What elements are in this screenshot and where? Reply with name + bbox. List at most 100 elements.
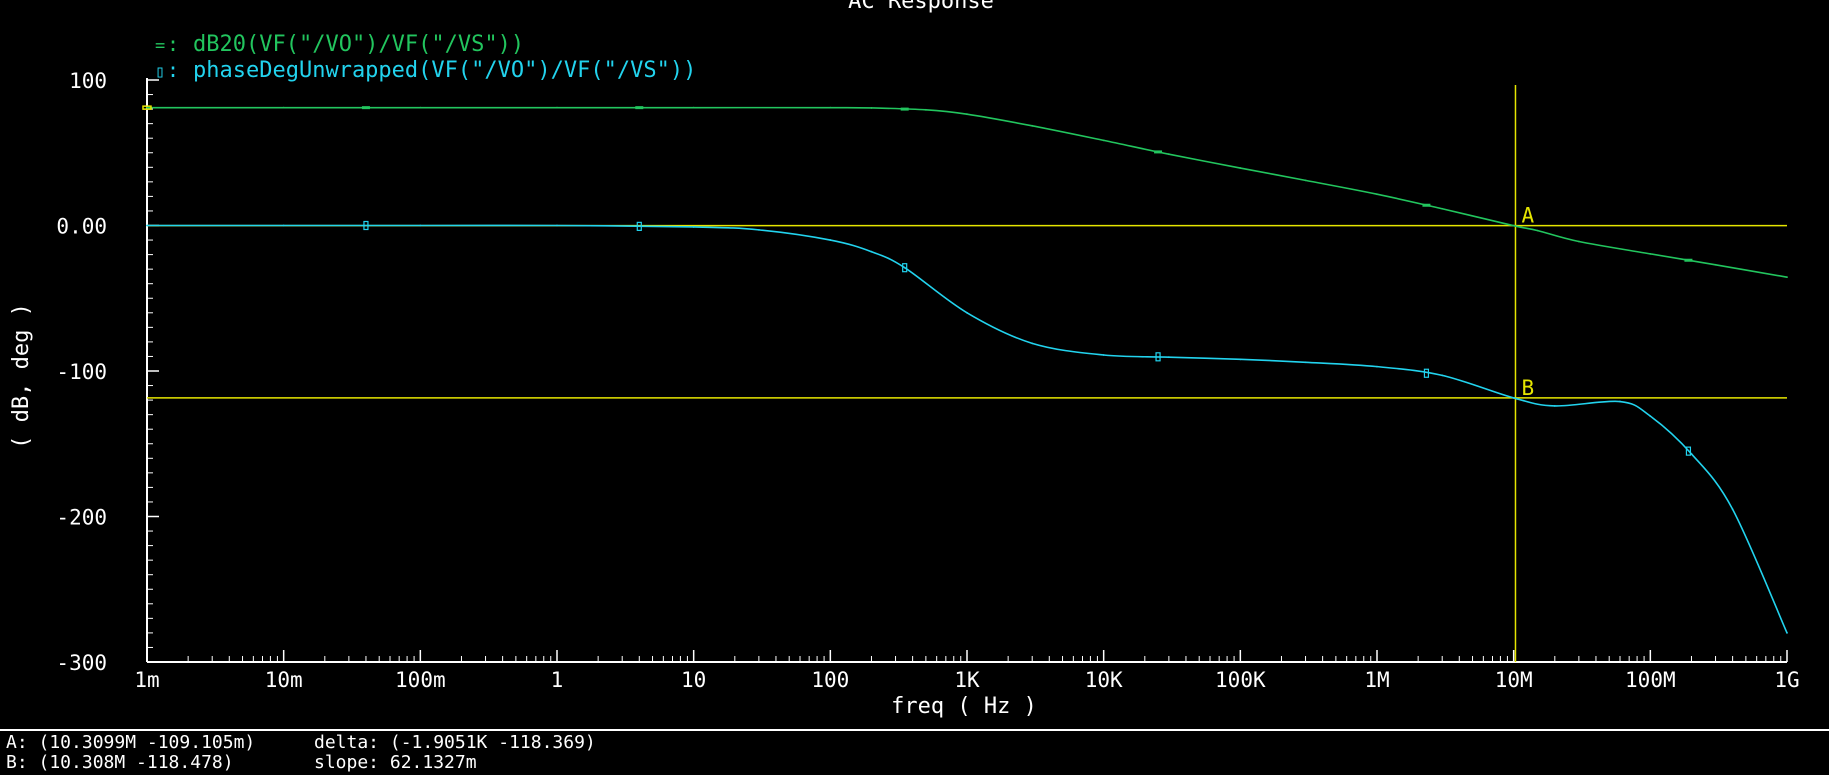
phase-series: [146, 220, 1788, 634]
marker-b-readout: B: (10.308M -118.478): [6, 752, 234, 773]
legend-colon-magnitude: :: [167, 32, 179, 56]
series-traces: [142, 105, 1788, 634]
marker-a-label: A: [1521, 204, 1534, 228]
x-axis-label: freq ( Hz ): [891, 694, 1037, 719]
phase-data-point: [757, 228, 760, 231]
y-tick-label: -100: [56, 360, 107, 384]
phase-data-point: [1512, 397, 1515, 399]
axes: 100 0.00 -100 -200 -300 1m 10m 100m 1 10 100 1K 10K 1…: [56, 69, 1799, 692]
delta-readout: delta: (-1.9051K -118.369): [314, 732, 596, 753]
phase-data-point: [556, 224, 558, 227]
x-tick-label: 10m: [265, 668, 303, 692]
magnitude-data-point: [1577, 240, 1580, 243]
magnitude-data-point: [282, 106, 285, 109]
marker-a-readout: A: (10.3099M -109.105m): [6, 732, 256, 753]
phase-data-point: [1376, 365, 1378, 368]
phase-data-point: [146, 224, 148, 227]
magnitude-marker: [142, 105, 152, 110]
legend-item-phase[interactable]: ▯ : phaseDegUnwrapped(VF("/VO")/VF("/VS"…: [155, 58, 696, 83]
phase-data-point: [966, 311, 968, 314]
magnitude-marker: [900, 107, 909, 111]
magnitude-data-point: [924, 108, 927, 111]
x-tick-label: 10M: [1495, 668, 1533, 692]
phase-data-point: [692, 226, 695, 228]
phase-data-point: [1304, 361, 1307, 364]
magnitude-marker: [1684, 258, 1693, 262]
magnitude-data-point: [1649, 252, 1652, 255]
magnitude-data-point: [870, 107, 873, 109]
marker-readout-bar: A: (10.3099M -109.105m) B: (10.308M -118…: [0, 729, 1829, 775]
phase-marker: [1155, 352, 1161, 362]
phase-data-point: [870, 250, 873, 253]
magnitude-marker: [1422, 203, 1431, 207]
phase-data-point: [1167, 356, 1170, 359]
magnitude-data-point: [1167, 153, 1170, 156]
x-tick-label: 100m: [395, 668, 446, 692]
chart-title: AC Response: [848, 0, 994, 14]
y-tick-label: -300: [56, 651, 107, 675]
legend-colon-phase: :: [167, 58, 179, 82]
magnitude-data-point: [1102, 139, 1105, 142]
magnitude-data-point: [1031, 124, 1034, 127]
phase-data-point: [282, 224, 285, 227]
y-tick-label: 0.00: [56, 215, 107, 239]
y-tick-label: -200: [56, 506, 107, 530]
magnitude-marker: [1154, 150, 1163, 154]
slope-readout: slope: 62.1327m: [314, 752, 477, 773]
x-tick-label: 10K: [1085, 668, 1123, 692]
phase-data-point: [1619, 400, 1621, 403]
magnitude-marker: [635, 106, 644, 110]
ac-response-chart: AC Response = : dB20(VF("/VO")/VF("/VS")…: [9, 0, 1800, 719]
x-tick-label: 1G: [1774, 668, 1799, 692]
y-axis-label: ( dB, deg ): [9, 303, 34, 449]
phase-data-point: [1786, 632, 1788, 634]
magnitude-data-point: [419, 106, 422, 109]
y-tick-label: 100: [69, 69, 107, 93]
magnitude-data-point: [1239, 167, 1242, 169]
phase-trace: [146, 224, 1788, 634]
magnitude-data-point: [1304, 179, 1307, 182]
magnitude-marker: [361, 106, 370, 110]
magnitude-data-point: [692, 106, 695, 109]
magnitude-data-point: [146, 106, 148, 109]
phase-data-point: [1731, 508, 1734, 511]
legend-label-magnitude: dB20(VF("/VO")/VF("/VS")): [193, 32, 524, 57]
phase-data-point: [903, 266, 906, 269]
x-tick-label: 100K: [1215, 668, 1266, 692]
x-tick-label: 1K: [954, 668, 980, 692]
phase-data-point: [1553, 405, 1556, 407]
magnitude-data-point: [966, 113, 968, 116]
cursor-markers[interactable]: AB: [147, 85, 1787, 662]
x-tick-label: 100: [811, 668, 849, 692]
phase-data-point: [1649, 415, 1652, 418]
magnitude-data-point: [1512, 224, 1515, 227]
x-tick-label: 1M: [1364, 668, 1389, 692]
legend-label-phase: phaseDegUnwrapped(VF("/VO")/VF("/VS")): [193, 58, 696, 83]
legend-item-magnitude[interactable]: = : dB20(VF("/VO")/VF("/VS")): [155, 32, 524, 57]
x-tick-label: 1m: [134, 668, 159, 692]
legend-symbol-phase: ▯: [155, 62, 165, 82]
phase-marker: [902, 263, 908, 273]
magnitude-data-point: [1786, 276, 1788, 279]
x-tick-label: 100M: [1625, 668, 1676, 692]
magnitude-series: [142, 105, 1788, 279]
phase-marker: [636, 221, 642, 231]
magnitude-data-point: [1536, 229, 1539, 232]
phase-marker: [1685, 446, 1692, 456]
phase-data-point: [1102, 354, 1105, 356]
phase-data-point: [1031, 342, 1034, 345]
phase-data-point: [1239, 358, 1242, 361]
phase-marker: [363, 220, 369, 231]
magnitude-data-point: [829, 106, 832, 109]
x-tick-label: 1: [551, 668, 564, 692]
magnitude-data-point: [1376, 193, 1378, 196]
magnitude-data-point: [1441, 207, 1444, 210]
legend-symbol-magnitude: =: [155, 36, 165, 56]
phase-data-point: [1441, 374, 1444, 377]
legend: = : dB20(VF("/VO")/VF("/VS")) ▯ : phaseD…: [155, 32, 696, 83]
x-tick-label: 10: [681, 668, 706, 692]
phase-data-point: [829, 239, 832, 241]
magnitude-trace: [147, 106, 1788, 278]
phase-marker: [1423, 368, 1430, 378]
marker-b-label: B: [1521, 376, 1534, 400]
